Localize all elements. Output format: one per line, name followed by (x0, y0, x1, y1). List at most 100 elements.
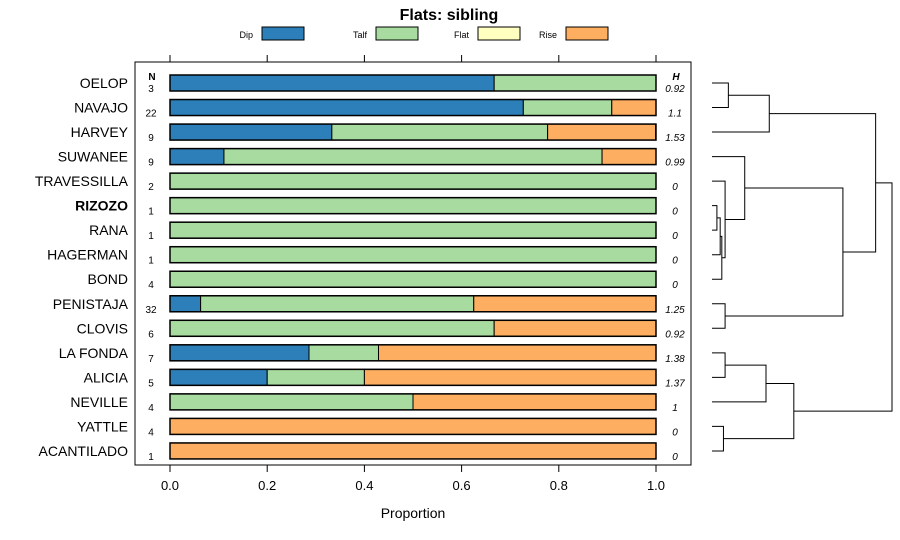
dendrogram-branch-14 (723, 382, 795, 440)
bar-outline-yattle (169, 417, 657, 436)
n-value-harvey: 9 (148, 133, 154, 144)
h-value-neville: 1 (672, 403, 678, 414)
bar-outline-navajo (169, 98, 657, 117)
bar-travessilla-talf (169, 172, 657, 190)
n-value-oelop: 3 (148, 84, 154, 95)
bar-harvey-dip (169, 123, 333, 141)
h-value-alicia: 1.37 (665, 378, 685, 389)
n-value-alicia: 5 (148, 378, 154, 389)
n-value-bond: 4 (148, 280, 154, 291)
bar-outline-rana (169, 221, 657, 239)
n-value-clovis: 6 (148, 329, 154, 340)
bar-outline-bond (169, 270, 657, 288)
legend-swatch-rise (565, 26, 609, 41)
dendrogram-branch-1 (712, 82, 729, 109)
bar-navajo-dip (169, 99, 524, 117)
dendrogram-branch-10 (769, 113, 877, 253)
n-value-la-fonda: 7 (148, 354, 154, 365)
x-tick-label-3: 0.6 (453, 478, 471, 493)
bar-harvey-talf (331, 123, 549, 141)
bar-outline-harvey (169, 123, 657, 141)
category-labels: OELOP 3 0.92 NAVAJO 22 1.1 HARVEY 9 1.53 SUWANEE 9… (35, 75, 685, 463)
n-value-rana: 1 (148, 231, 154, 242)
bars-group (169, 74, 657, 460)
bar-penistaja-dip (169, 295, 202, 313)
category-label-la-fonda: LA FONDA (59, 345, 129, 361)
bar-suwanee-rise (601, 148, 657, 166)
dendrogram-branch-15 (793, 182, 893, 412)
h-value-bond: 0 (672, 280, 678, 291)
bar-harvey-rise (547, 123, 657, 141)
legend-swatch-flat (477, 26, 521, 41)
h-value-acantilado: 0 (672, 452, 678, 463)
category-label-alicia: ALICIA (84, 369, 129, 385)
h-value-hagerman: 0 (672, 256, 678, 267)
category-label-hagerman: HAGERMAN (47, 247, 128, 263)
bar-suwanee-talf (223, 148, 603, 166)
bar-outline-clovis (169, 319, 657, 338)
legend: Dip Talf Flat Rise (239, 26, 609, 41)
bar-penistaja-rise (473, 295, 657, 313)
h-value-navajo: 1.1 (668, 109, 682, 120)
legend-label-rise: Rise (539, 30, 557, 40)
x-tick-label-4: 0.8 (550, 478, 568, 493)
x-tick-label-0: 0.0 (161, 478, 179, 493)
legend-label-talf: Talf (353, 30, 368, 40)
dendrogram-branch-13 (712, 425, 724, 452)
h-value-harvey: 1.53 (665, 133, 685, 144)
category-label-acantilado: ACANTILADO (39, 443, 129, 459)
dendrogram-branch-12 (712, 364, 767, 403)
n-value-navajo: 22 (145, 109, 157, 120)
x-axis: 0.0 0.2 0.4 0.6 0.8 1.0 (161, 55, 665, 493)
bar-navajo-talf (522, 99, 613, 117)
h-value-clovis: 0.92 (665, 329, 685, 340)
dendrogram-branch-4 (712, 217, 721, 256)
bar-outline-suwanee (169, 147, 657, 166)
x-tick-label-1: 0.2 (258, 478, 276, 493)
bar-outline-penistaja (169, 295, 657, 313)
category-label-bond: BOND (88, 271, 128, 287)
category-label-oelop: OELOP (80, 75, 128, 91)
n-value-acantilado: 1 (148, 452, 154, 463)
legend-label-dip: Dip (239, 30, 253, 40)
bar-suwanee-dip (169, 148, 225, 166)
bar-oelop-talf (493, 74, 657, 92)
bar-outline-alicia (169, 368, 657, 387)
legend-swatch-talf (375, 26, 419, 41)
dendrogram-branch-3 (712, 205, 718, 231)
bar-rana-talf (169, 221, 657, 239)
h-value-la-fonda: 1.38 (665, 354, 685, 365)
bar-la-fonda-dip (169, 344, 310, 362)
bar-penistaja-talf (200, 295, 475, 313)
h-value-penistaja: 1.25 (665, 305, 685, 316)
x-tick-label-2: 0.4 (355, 478, 373, 493)
bar-neville-talf (169, 393, 414, 411)
dendrogram-branch-6 (712, 180, 726, 259)
bar-alicia-talf (266, 368, 365, 386)
dendrogram-branch-5 (712, 235, 723, 280)
bar-outline-rizozo (169, 196, 657, 215)
x-tick-label-5: 1.0 (647, 478, 665, 493)
bar-outline-oelop (169, 74, 657, 92)
n-value-neville: 4 (148, 403, 154, 414)
h-column-header: H (672, 72, 680, 83)
category-label-harvey: HARVEY (71, 124, 129, 140)
bar-alicia-rise (363, 368, 657, 386)
bar-clovis-rise (493, 319, 657, 337)
bar-clovis-talf (169, 319, 495, 337)
category-label-rizozo: RIZOZO (75, 198, 128, 214)
category-label-travessilla: TRAVESSILLA (35, 173, 129, 189)
category-label-neville: NEVILLE (70, 394, 128, 410)
bar-oelop-dip (169, 74, 495, 92)
bar-rizozo-talf (169, 197, 657, 215)
h-value-travessilla: 0 (672, 182, 678, 193)
legend-swatch-dip (261, 26, 305, 41)
n-column-header: N (148, 72, 155, 83)
h-value-rana: 0 (672, 231, 678, 242)
dendrogram-branch-7 (712, 156, 746, 220)
category-label-rana: RANA (89, 222, 129, 238)
n-value-penistaja: 32 (145, 305, 157, 316)
bar-outline-la-fonda (169, 344, 657, 362)
bar-navajo-rise (611, 99, 657, 117)
dendrogram-branch-11 (712, 352, 726, 378)
